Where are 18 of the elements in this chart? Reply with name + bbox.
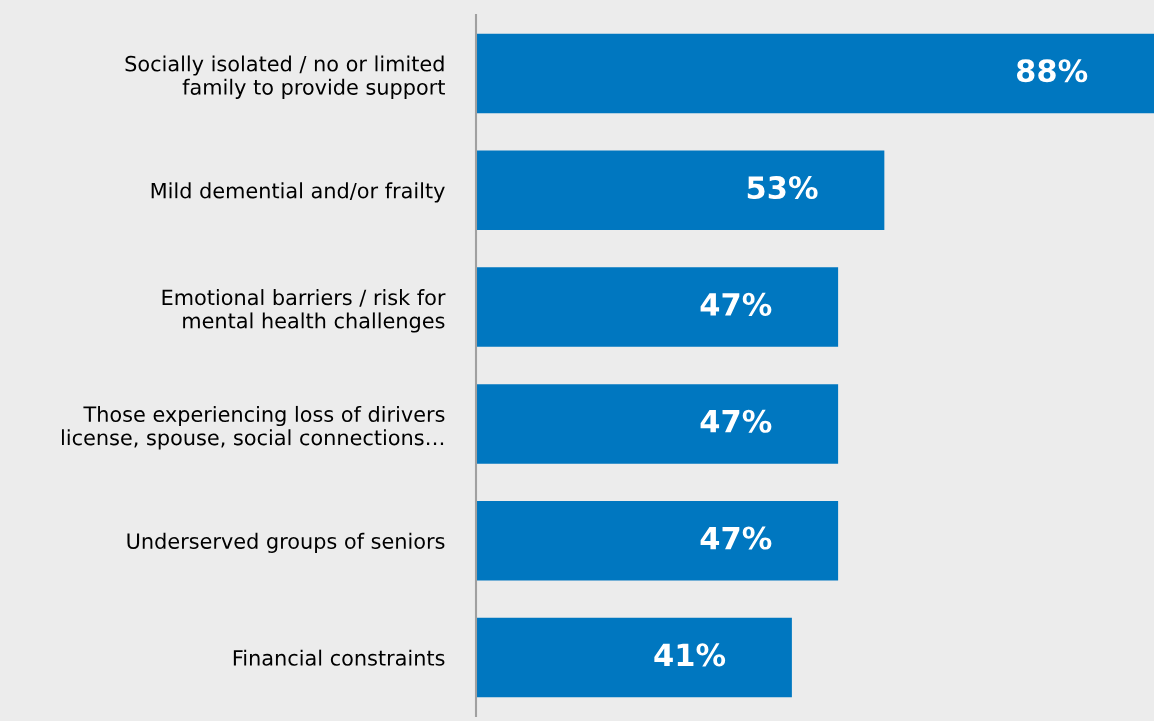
data-label: 41% (654, 643, 726, 667)
bar (476, 150, 885, 230)
data-label: 53% (747, 176, 818, 200)
data-label: 47% (700, 409, 772, 433)
bar (476, 33, 1154, 114)
y-tick-label: Financial constraints (233, 649, 445, 666)
bar (476, 501, 839, 581)
y-tick-label: Emotional barriers / risk for mental health challenges (162, 289, 446, 333)
y-tick-label: Underserved groups of seniors (127, 532, 445, 553)
y-tick-label: Those experiencing loss of dirivers license, spouse, social connections… (62, 405, 445, 450)
y-tick-label: Socially isolated / no or limited family to provide support (125, 55, 445, 99)
y-tick-label: Mild demential and/or frailty (151, 182, 445, 203)
data-label: 47% (700, 292, 772, 316)
data-label: 47% (700, 526, 772, 550)
bar (476, 267, 839, 347)
bar (476, 617, 792, 698)
bar (476, 384, 839, 464)
data-label: 88% (1016, 59, 1088, 83)
